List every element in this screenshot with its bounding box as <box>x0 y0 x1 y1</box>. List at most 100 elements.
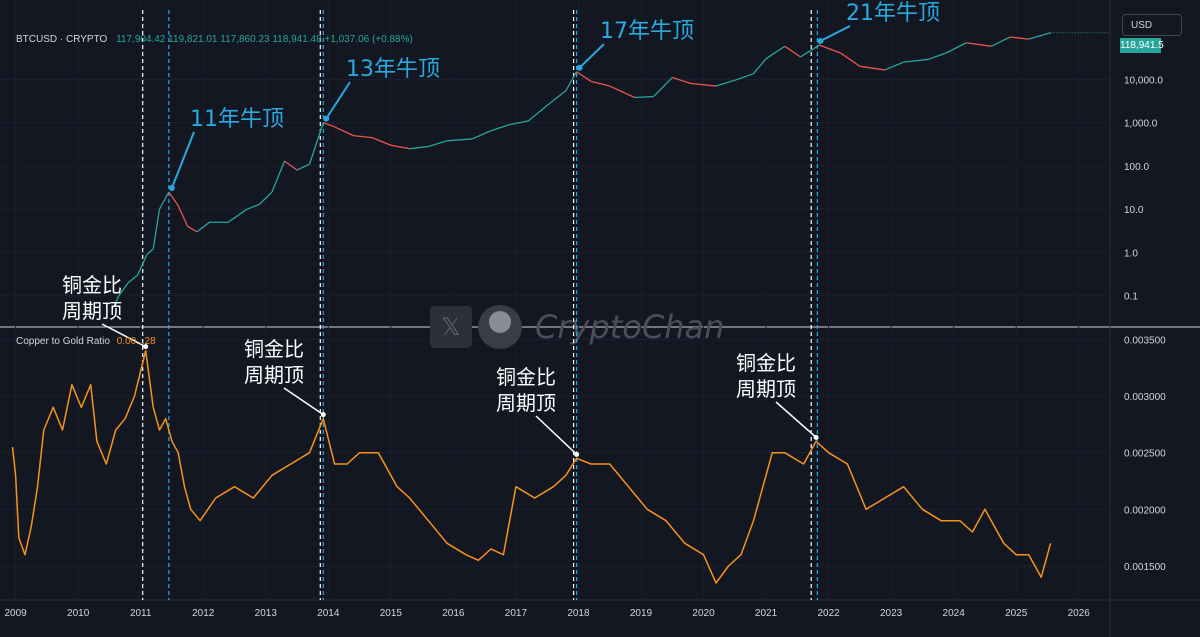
btc-segment <box>334 126 354 137</box>
price-tick-label: 10.0 <box>1124 205 1144 216</box>
year-tick-label: 2012 <box>192 608 215 619</box>
ratio-top-arrowhead <box>813 434 819 440</box>
bull-top-label: 21年牛顶 <box>846 1 940 26</box>
x-logo-icon <box>430 306 472 348</box>
ratio-top-arrowhead <box>143 344 149 350</box>
btc-segment <box>111 295 120 310</box>
btc-segment <box>118 282 129 297</box>
btc-segment <box>1009 36 1029 40</box>
ratio-top-arrow <box>101 323 147 348</box>
bull-top-arrow <box>170 131 195 189</box>
year-tick-label: 2011 <box>130 608 152 619</box>
btc-segment <box>196 221 210 233</box>
btc-segment <box>784 45 801 58</box>
bull-top-label: 11年牛顶 <box>190 107 284 132</box>
panda-face <box>489 311 511 333</box>
watermark: 𝕏 CryptoChan <box>430 305 724 349</box>
btc-segment <box>690 82 717 87</box>
btc-segment <box>428 140 448 148</box>
year-tick-label: 2014 <box>317 608 340 619</box>
bull-top-label: 17年牛顶 <box>600 19 694 44</box>
btc-segment <box>409 145 429 150</box>
btc-segment <box>546 90 567 106</box>
ratio-tick-label: 0.003000 <box>1124 392 1166 403</box>
year-tick-label: 2023 <box>880 608 903 619</box>
price-tick-label: 1,000.0 <box>1124 119 1158 130</box>
btc-segment <box>765 45 786 60</box>
symbol-label[interactable]: BTCUSD · CRYPTO <box>16 34 108 45</box>
year-tick-label: 2017 <box>505 608 528 619</box>
btc-segment <box>800 44 820 58</box>
ratio-top-arrow <box>535 415 578 455</box>
btc-segment <box>859 65 885 71</box>
btc-segment <box>308 122 324 165</box>
btc-segment <box>158 191 170 210</box>
ratio-top-arrowhead <box>574 451 580 457</box>
btc-price-series <box>111 32 1110 310</box>
watermark-text: CryptoChan <box>535 308 724 346</box>
ohlc-values: 117,904.42 119,821.01 117,860.23 118,941… <box>116 34 413 45</box>
currency-selector[interactable]: USD <box>1122 14 1182 36</box>
year-tick-label: 2016 <box>442 608 465 619</box>
ratio-tick-label: 0.002500 <box>1124 449 1166 460</box>
btc-segment <box>715 79 735 87</box>
btc-segment <box>271 160 286 193</box>
last-price-tag: 118,941.5 <box>1120 38 1164 53</box>
btc-segment <box>634 95 654 99</box>
btc-segment <box>966 42 992 47</box>
btc-segment <box>284 160 298 171</box>
bull-top-arrow <box>819 25 851 42</box>
copper-gold-ratio-series <box>11 349 1052 584</box>
price-tick-label: 100.0 <box>1124 162 1149 173</box>
price-tick-label: 1.0 <box>1124 248 1138 259</box>
ratio-top-label-line1: 铜金比 <box>244 337 304 361</box>
year-tick-label: 2009 <box>5 608 28 619</box>
btc-segment <box>490 123 510 132</box>
btc-segment <box>371 137 392 146</box>
btc-segment <box>947 42 967 53</box>
ratio-top-label-line1: 铜金比 <box>496 365 556 389</box>
btc-segment <box>136 254 148 276</box>
ratio-top-label-line2: 周期顶 <box>62 299 122 323</box>
year-tick-label: 2026 <box>1068 608 1091 619</box>
ratio-top-label-line2: 周期顶 <box>496 391 556 415</box>
ratio-top-label-line2: 周期顶 <box>736 377 796 401</box>
btc-segment <box>576 71 592 82</box>
indicator-label[interactable]: Copper to Gold Ratio <box>16 336 110 347</box>
btc-legend[interactable]: BTCUSD · CRYPTO 117,904.42 119,821.01 11… <box>16 34 413 45</box>
btc-segment <box>323 122 335 128</box>
bull-top-arrowhead <box>323 115 330 122</box>
btc-segment <box>672 76 692 85</box>
ratio-top-label-line2: 周期顶 <box>244 363 304 387</box>
bull-top-arrowhead <box>576 64 583 71</box>
bull-top-arrow <box>578 43 605 69</box>
btc-segment <box>609 85 636 99</box>
btc-segment <box>653 77 673 98</box>
btc-segment <box>187 225 198 233</box>
btc-segment <box>928 51 948 60</box>
indicator-value: 0.00...28 <box>116 336 156 347</box>
ratio-top-label-line1: 铜金比 <box>62 273 122 297</box>
btc-segment <box>753 58 767 75</box>
ratio-tick-label: 0.001500 <box>1124 562 1166 573</box>
axes: 0.1 1.0 10.0 100.0 1,000.0 10,000.0 0.001500 0.… <box>5 75 1167 619</box>
btc-segment <box>1028 32 1051 40</box>
price-tick-label: 0.1 <box>1124 292 1138 303</box>
btc-segment <box>259 191 273 205</box>
ratio-top-arrowhead <box>320 412 326 418</box>
btc-segment <box>246 203 260 210</box>
btc-segment <box>840 52 861 67</box>
ratio-legend[interactable]: Copper to Gold Ratio 0.00...28 <box>16 336 156 347</box>
price-tick-label: 10,000.0 <box>1124 75 1163 86</box>
btc-segment <box>590 80 610 87</box>
year-tick-label: 2010 <box>67 608 90 619</box>
btc-segment <box>565 71 578 91</box>
ratio-tick-label: 0.002000 <box>1124 505 1166 516</box>
ratio-tick-label: 0.003500 <box>1124 335 1166 346</box>
x-logo-glyph: 𝕏 <box>441 313 460 341</box>
btc-segment <box>884 61 904 71</box>
btc-segment <box>818 44 842 54</box>
btc-segment <box>353 135 373 139</box>
